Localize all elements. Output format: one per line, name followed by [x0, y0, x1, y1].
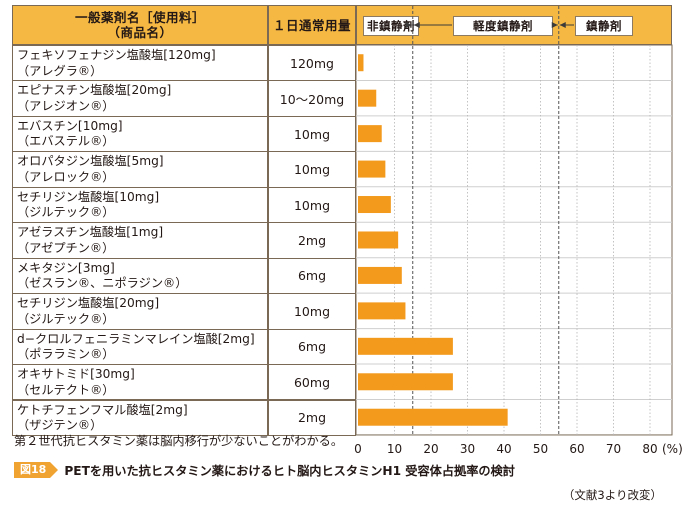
- occupancy-bar: [358, 337, 453, 355]
- x-tick-label: 70: [606, 442, 621, 456]
- occupancy-bar: [358, 54, 364, 72]
- drug-name: ケトチフェンフマル酸塩[2mg]: [17, 402, 188, 417]
- dose-header-label: １日通常用量: [272, 17, 351, 33]
- drug-name-cell: フェキソフェナジン塩酸塩[120mg] （アレグラ®）: [12, 45, 268, 82]
- category-arrowhead: [551, 22, 558, 28]
- footnote: 第２世代抗ヒスタミン薬は脳内移行が少ないことがわかる。: [14, 434, 344, 448]
- drug-column-header: 一般薬剤名［使用料］ （商品名）: [12, 5, 268, 45]
- x-tick-label: 50: [533, 442, 548, 456]
- occupancy-bar: [358, 408, 508, 426]
- occupancy-bar: [358, 160, 386, 178]
- daily-dose-cell: 6mg: [268, 257, 356, 295]
- occupancy-bar: [358, 302, 406, 320]
- category-arrowhead: [405, 22, 412, 28]
- dose-column-header: １日通常用量: [268, 5, 356, 45]
- drug-name-cell: d−クロルフェニラミンマレイン塩酸[2mg] （ポララミン®）: [12, 328, 268, 366]
- daily-dose-cell: 120mg: [268, 45, 356, 82]
- brand-name: （アレジオン®）: [17, 98, 115, 113]
- drug-name-cell: オキサトミド[30mg] （セルテクト®）: [12, 364, 268, 401]
- brand-name: （ジルテック®）: [17, 311, 115, 326]
- daily-dose-cell: 10mg: [268, 115, 356, 153]
- brand-name: （アレグラ®）: [17, 63, 103, 78]
- category-mild-sedating: 軽度鎮静剤: [453, 16, 553, 36]
- drug-header-line2: （商品名）: [107, 25, 173, 40]
- drug-name: メキタジン[3mg]: [17, 260, 115, 275]
- drug-name: セチリジン塩酸塩[20mg]: [17, 296, 160, 311]
- daily-dose-cell: 10〜20mg: [268, 80, 356, 117]
- x-tick-label: 0: [354, 442, 362, 456]
- daily-dose-cell: 2mg: [268, 399, 356, 436]
- x-tick-label: 10: [387, 442, 402, 456]
- drug-name: オキサトミド[30mg]: [17, 367, 135, 382]
- x-axis-unit: (%): [662, 442, 683, 456]
- occupancy-bar: [358, 196, 391, 214]
- drug-name-cell: メキタジン[3mg] （ゼスラン®、ニポラジン®）: [12, 257, 268, 295]
- brand-name: （セルテクト®）: [17, 382, 115, 397]
- brand-name: （ゼスラン®、ニポラジン®）: [17, 276, 188, 291]
- drug-name-cell: ケトチフェンフマル酸塩[2mg] （ザジテン®）: [12, 399, 268, 436]
- drug-name: エピナスチン塩酸塩[20mg]: [17, 83, 172, 98]
- drug-name: セチリジン塩酸塩[10mg]: [17, 189, 160, 204]
- brand-name: （ザジテン®）: [17, 418, 103, 432]
- brand-name: （ジルテック®）: [17, 205, 115, 220]
- drug-name: d−クロルフェニラミンマレイン塩酸[2mg]: [17, 331, 255, 346]
- occupancy-bar: [358, 266, 402, 284]
- occupancy-bar: [358, 89, 377, 107]
- brand-name: （アレロック®）: [17, 169, 115, 184]
- source-citation: （文献3より改変）: [562, 488, 662, 502]
- brand-name: （ポララミン®）: [17, 347, 115, 362]
- plot-area: [355, 44, 673, 436]
- drug-name: フェキソフェナジン塩酸塩[120mg]: [17, 48, 216, 62]
- drug-name: オロパタジン塩酸塩[5mg]: [17, 154, 164, 169]
- category-sedating: 鎮静剤: [575, 16, 633, 36]
- category-arrowhead: [559, 22, 566, 28]
- drug-header-line1: 一般薬剤名［使用料］: [74, 10, 205, 25]
- x-tick-label: 80: [642, 442, 657, 456]
- drug-name: アゼラスチン塩酸塩[1mg]: [17, 225, 164, 240]
- drug-name: エバスチン[10mg]: [17, 118, 123, 133]
- figure-title: PETを用いた抗ヒスタミン薬におけるヒト脳内ヒスタミンH1 受容体占拠率の検討: [64, 464, 515, 478]
- x-tick-label: 20: [423, 442, 438, 456]
- occupancy-bar: [358, 231, 399, 249]
- occupancy-bar: [358, 125, 382, 143]
- figure-number-tag: 図18: [14, 462, 59, 478]
- x-tick-label: 60: [569, 442, 584, 456]
- figure-caption: 図18 PETを用いた抗ヒスタミン薬におけるヒト脳内ヒスタミンH1 受容体占拠率…: [14, 461, 515, 479]
- daily-dose-cell: 60mg: [268, 364, 356, 401]
- occupancy-bar: [358, 373, 453, 391]
- x-tick-label: 40: [496, 442, 511, 456]
- brand-name: （エバステル®）: [17, 134, 115, 149]
- daily-dose-cell: 10mg: [268, 293, 356, 330]
- category-arrowhead: [413, 22, 420, 28]
- x-tick-label: 30: [460, 442, 475, 456]
- brand-name: （アゼプチン®）: [17, 240, 115, 255]
